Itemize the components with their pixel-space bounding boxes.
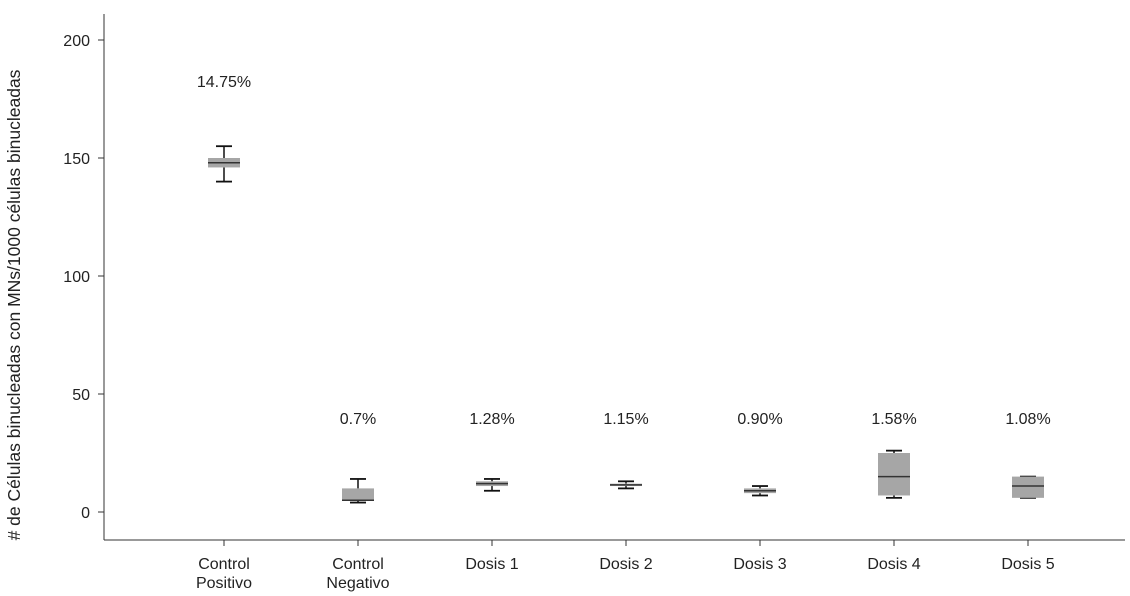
y-tick-label: 100: [63, 269, 90, 286]
y-tick-label: 0: [81, 505, 90, 522]
labels: Control Positivo 14.75% Control Negativo 0.7%…: [196, 74, 1055, 592]
axes: 0 50 100 150 200: [63, 14, 1125, 546]
box-2: [342, 478, 374, 504]
percentage-annotation: 1.08%: [1005, 411, 1050, 428]
percentage-annotation: 14.75%: [197, 74, 251, 91]
x-tick-label: Dosis 1: [465, 556, 518, 573]
x-tick-label: Dosis 5: [1001, 556, 1054, 573]
box-4: [610, 480, 642, 490]
percentage-annotation: 1.58%: [871, 411, 916, 428]
y-tick-label: 50: [72, 387, 90, 404]
x-tick-label: Dosis 2: [599, 556, 652, 573]
box-6: [878, 449, 910, 499]
x-tick-label: Control Positivo: [196, 556, 252, 592]
box-1: [208, 145, 240, 183]
box-iqr: [878, 453, 910, 496]
y-tick-label: 200: [63, 33, 90, 50]
y-axis-label: # de Células binucleadas con MNs/1000 cé…: [4, 69, 24, 540]
box-iqr: [1012, 476, 1044, 498]
box-series: [208, 145, 1044, 504]
percentage-annotation: 0.90%: [737, 411, 782, 428]
percentage-annotation: 0.7%: [340, 411, 376, 428]
box-7: [1012, 475, 1044, 499]
percentage-annotation: 1.15%: [603, 411, 648, 428]
percentage-annotation: 1.28%: [469, 411, 514, 428]
x-tick-label: Control Negativo: [326, 556, 389, 592]
box-5: [744, 485, 776, 497]
y-tick-label: 150: [63, 151, 90, 168]
x-tick-label: Dosis 3: [733, 556, 786, 573]
x-tick-label: Dosis 4: [867, 556, 920, 573]
box-3: [476, 478, 508, 492]
box-iqr: [342, 488, 374, 501]
